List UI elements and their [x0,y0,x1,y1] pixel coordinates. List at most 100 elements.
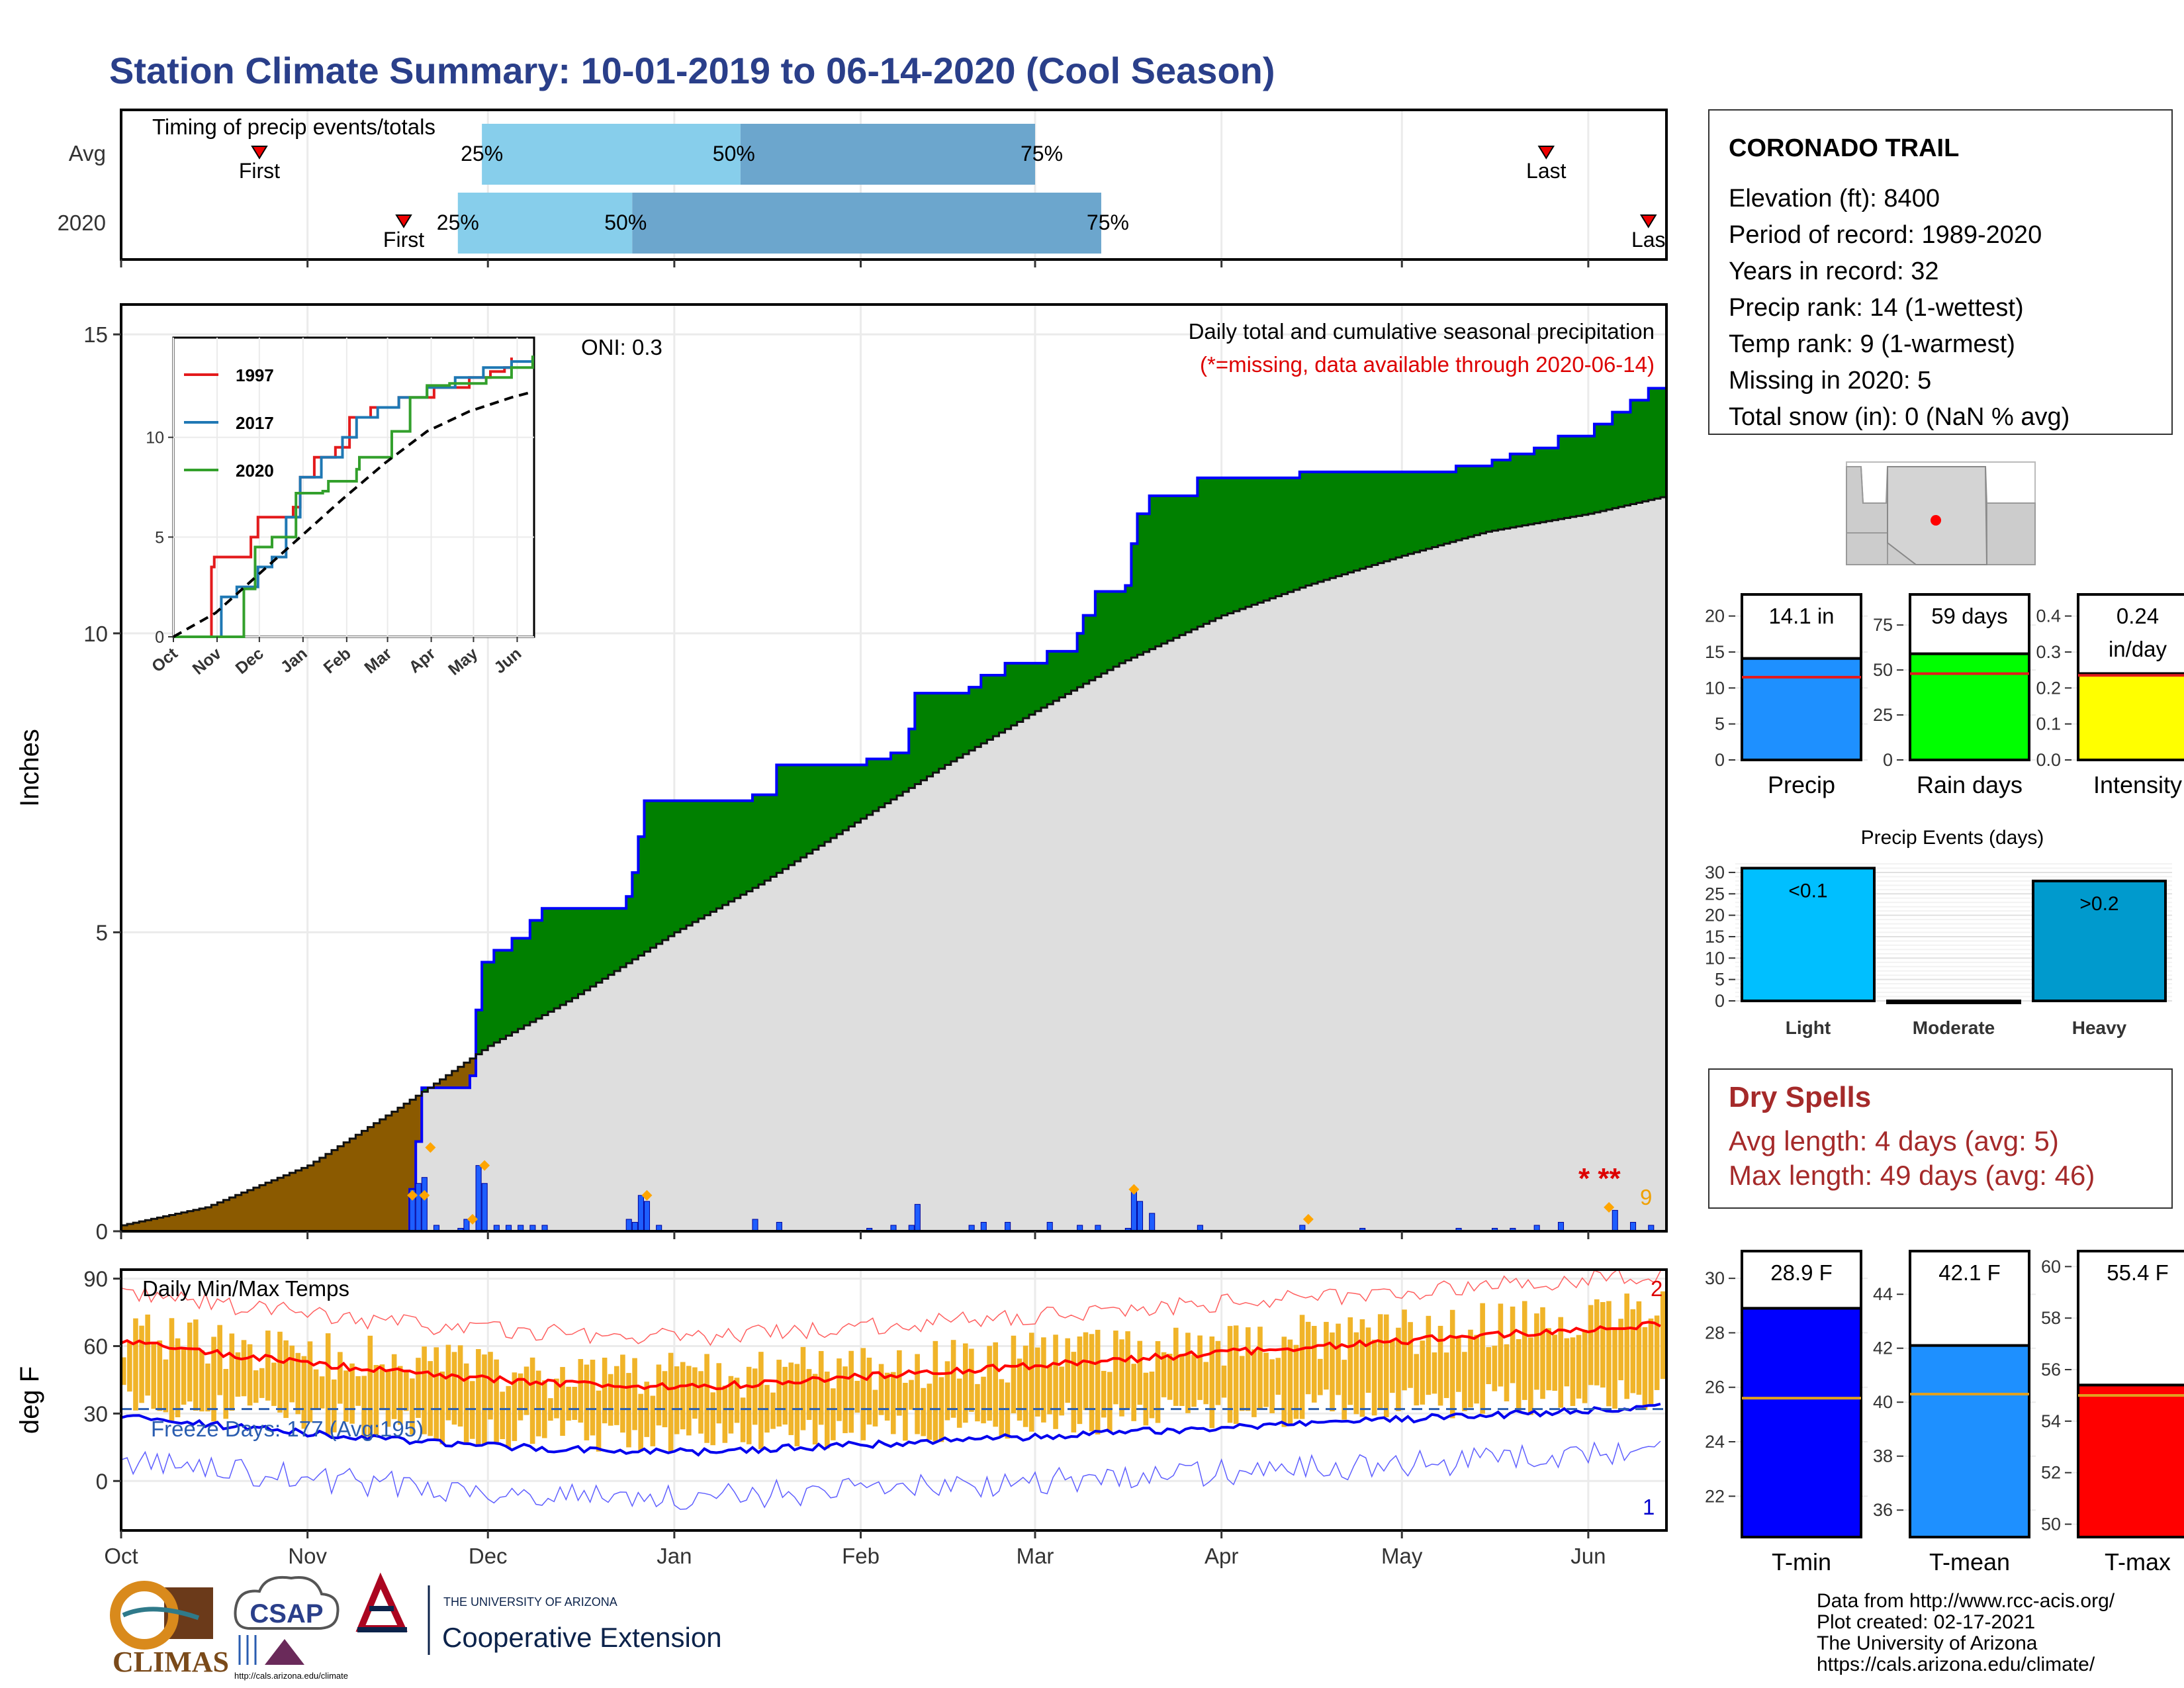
temp-daily-bar-201 [1330,1332,1335,1412]
timing-label-25-1: 25% [437,211,479,234]
temp-average-high-line [120,1321,1661,1391]
temp-daily-bar-22 [253,1370,259,1403]
sum-temp-tick-label-2-0: 50 [2041,1515,2061,1534]
temp-daily-bar-66 [518,1373,523,1421]
temp-ytick-label-3: 90 [83,1267,108,1291]
temp-daily-bar-12 [193,1319,199,1411]
temp-daily-bar-86 [638,1393,643,1452]
temp-daily-bar-253 [1642,1327,1648,1410]
temp-xtick-label-5: Mar [1017,1544,1054,1568]
temp-daily-bar-249 [1618,1319,1623,1381]
temp-daily-bar-182 [1215,1340,1221,1405]
timing-last-marker-0 [1537,146,1555,160]
temp-daily-bar-68 [529,1357,535,1444]
precip-daily-bars [407,1142,1655,1232]
csap-rain [238,1635,257,1665]
precip-daily-bar-13 [625,1219,632,1232]
temp-daily-bar-234 [1528,1337,1533,1415]
temp-daily-bar-6 [157,1340,163,1411]
temp-daily-bar-198 [1311,1326,1317,1403]
temp-daily-bar-93 [680,1362,686,1430]
sum-precip-tick-label-2-1: 0.1 [2036,714,2061,734]
temp-daily-bar-51 [428,1361,433,1436]
temp-daily-bar-254 [1648,1318,1654,1405]
csap-logo-text: CSAP [250,1599,323,1628]
temp-daily-bar-191 [1269,1359,1275,1413]
temp-daily-bar-72 [554,1378,559,1419]
temp-daily-bar-80 [602,1358,608,1424]
temp-daily-bar-41 [367,1335,373,1438]
temp-daily-bar-9 [175,1338,181,1418]
temp-daily-bar-49 [416,1358,421,1419]
temp-daily-bar-54 [445,1344,451,1421]
sum-precip-tick-label-2-4: 0.4 [2036,606,2061,626]
sum-temp-tick-label-0-3: 28 [1705,1323,1725,1342]
sum-precip-tick-label-2-2: 0.2 [2036,678,2061,698]
temp-daily-bar-60 [482,1354,487,1444]
timing-title: Timing of precip events/totals [152,115,435,139]
temp-daily-bar-223 [1462,1352,1467,1411]
temp-daily-bar-160 [1083,1332,1089,1411]
temp-daily-bar-96 [698,1371,704,1434]
sum-precip-tick-label-0-2: 10 [1705,678,1725,698]
precip-frame [120,303,1668,1233]
timing-bar-25-50-1 [457,193,633,254]
temp-daily-bar-189 [1257,1327,1263,1409]
precip-wet-area [422,388,1666,1092]
temp-daily-bar-64 [506,1385,512,1448]
precip-daily-bar-16 [643,1201,651,1232]
temp-daily-bar-207 [1365,1327,1371,1393]
temp-xtick-label-3: Jan [657,1544,692,1568]
temp-daily-bar-133 [921,1387,926,1436]
precip-panel: 0 5 10 15 Inches Daily total and cumulative… [15,303,1668,1244]
temp-daily-bar-74 [566,1386,571,1421]
temp-daily-bar-184 [1227,1326,1233,1423]
precip-daily-bar-5 [463,1219,470,1232]
temp-daily-bar-109 [776,1360,782,1427]
temp-daily-bar-140 [962,1343,968,1423]
temp-daily-bar-164 [1107,1372,1113,1432]
temp-daily-bar-136 [938,1377,944,1442]
temp-daily-bar-148 [1011,1335,1017,1414]
timing-last-marker-1 [1639,214,1657,228]
temp-daily-bar-213 [1402,1309,1407,1391]
csap-cloud [234,1576,340,1630]
temp-daily-bar-256 [1660,1291,1666,1380]
csap-url: http://cals.arizona.edu/climate [234,1671,348,1681]
temp-daily-bar-181 [1209,1336,1215,1429]
temp-average-low-line [120,1402,1661,1457]
temp-xtick-label-8: Jun [1570,1544,1606,1568]
events-bar-light [1741,867,1876,1002]
temp-min-count: 1 [1643,1495,1655,1519]
inset-lines [173,355,535,638]
timing-last-label-0: Last [1526,159,1567,183]
precip-dry-area [121,1058,477,1231]
sum-precip-tick-label-1-1: 25 [1873,705,1893,725]
temp-daily-bar-29 [295,1352,301,1415]
timing-axis-ticks [120,259,1590,267]
temp-daily-bar-220 [1443,1352,1449,1398]
precip-daily-marker-5 [641,1190,653,1201]
temp-daily-bar-97 [704,1354,709,1443]
precip-daily-marker-7 [1302,1213,1314,1225]
precip-daily-bar-2 [421,1177,428,1232]
station-years: Years in record: 32 [1729,258,1939,285]
sum-temp-value-label-2: 55.4 F [2107,1260,2169,1285]
temp-daily-bar-62 [494,1359,499,1443]
temp-daily-bar-196 [1299,1315,1305,1419]
temp-daily-bar-52 [433,1347,439,1441]
temp-daily-bar-42 [373,1365,379,1438]
precip-daily-bar-15 [637,1195,644,1232]
precip-subtitle: (*=missing, data available through 2020-… [1200,352,1655,377]
temp-daily-bar-7 [163,1359,169,1413]
temp-daily-bar-203 [1342,1360,1347,1420]
temp-daily-bar-73 [560,1367,565,1436]
temp-daily-bar-102 [734,1378,740,1423]
sum-temp-tick-label-1-1: 38 [1873,1446,1893,1466]
temp-daily-bar-110 [782,1366,788,1425]
footer: Data from http://www.rcc-acis.org/ Plot … [1817,1590,2115,1675]
temp-daily-bar-36 [338,1352,343,1404]
timing-label-75-0: 75% [1021,142,1063,165]
timing-label-50-1: 50% [604,211,647,234]
